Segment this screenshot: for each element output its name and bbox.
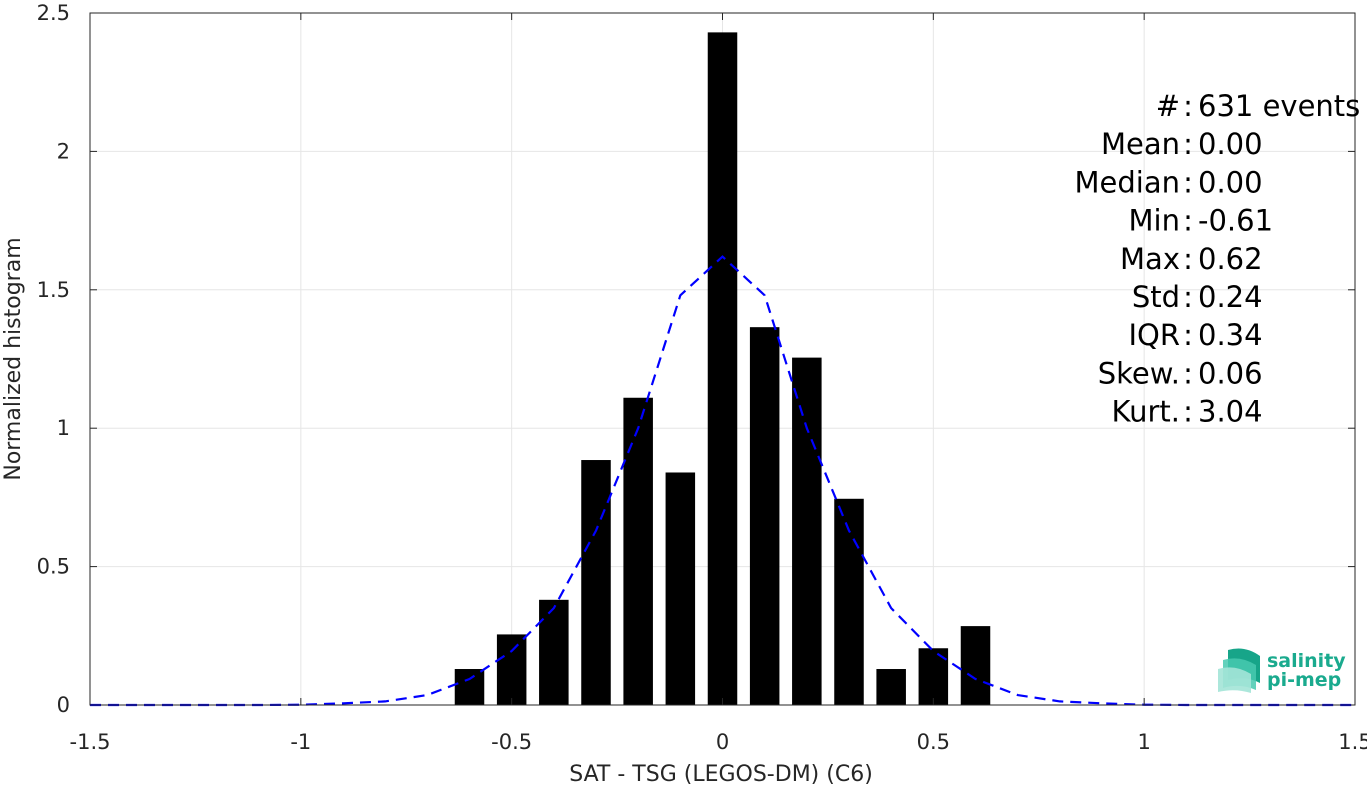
histogram-bar	[834, 498, 864, 705]
y-tick-label: 2.5	[37, 1, 70, 25]
stat-colon: :	[1183, 242, 1193, 276]
stat-colon: :	[1183, 204, 1193, 238]
x-axis-label: SAT - TSG (LEGOS-DM) (C6)	[569, 762, 873, 785]
histogram-bar	[665, 472, 696, 705]
histogram-bar	[623, 397, 653, 705]
x-tick-label: 1	[1137, 730, 1150, 754]
x-tick-label: -1.5	[70, 730, 111, 754]
stat-value: -0.61	[1198, 204, 1273, 238]
x-tick-label: 0	[716, 730, 729, 754]
stat-label: Skew.	[1098, 356, 1180, 390]
histogram-bar	[960, 626, 991, 705]
stat-label: Min	[1129, 204, 1180, 238]
histogram-bar	[876, 669, 906, 705]
stat-label: Median	[1075, 165, 1180, 199]
stat-colon: :	[1183, 356, 1193, 390]
stat-colon: :	[1183, 127, 1193, 161]
histogram-bar	[749, 327, 780, 705]
x-tick-label: 0.5	[917, 730, 950, 754]
x-tick-label: -1	[290, 730, 311, 754]
logo-text-line2: pi-mep	[1267, 669, 1341, 691]
stat-colon: :	[1183, 280, 1193, 314]
stat-label: Std	[1132, 280, 1180, 314]
stat-colon: :	[1183, 165, 1193, 199]
histogram-bar	[454, 669, 485, 705]
stat-value: 3.04	[1198, 395, 1263, 429]
y-tick-label: 1.5	[37, 278, 70, 302]
salinity-pi-mep-logo: salinity pi-mep	[1218, 648, 1346, 693]
stat-label: Max	[1120, 242, 1180, 276]
histogram-bar	[496, 634, 527, 705]
histogram-bar	[581, 460, 611, 705]
stat-value: 0.34	[1198, 318, 1263, 352]
stat-value: 631 events	[1198, 89, 1360, 123]
logo-text-line1: salinity	[1267, 650, 1346, 672]
y-tick-label: 0	[57, 693, 70, 717]
stat-colon: :	[1183, 395, 1193, 429]
stat-colon: :	[1183, 89, 1193, 123]
stat-value: 0.00	[1198, 127, 1263, 161]
y-tick-labels: 0 0.5 1 1.5 2 2.5	[37, 1, 70, 717]
y-axis-label: Normalized histogram	[1, 237, 26, 480]
stat-value: 0.24	[1198, 280, 1263, 314]
y-tick-label: 0.5	[37, 555, 70, 579]
stat-value: 0.00	[1198, 165, 1263, 199]
histogram-bars	[454, 32, 991, 706]
x-tick-labels: -1.5 -1 -0.5 0 0.5 1 1.5	[70, 730, 1367, 754]
stat-colon: :	[1183, 318, 1193, 352]
stat-label: IQR	[1128, 318, 1180, 352]
stat-label: #	[1156, 89, 1180, 123]
stat-value: 0.06	[1198, 356, 1263, 390]
histogram-bar	[539, 599, 569, 705]
stat-label: Mean	[1101, 127, 1180, 161]
y-tick-label: 2	[57, 139, 70, 163]
histogram-bar	[792, 357, 822, 705]
y-tick-label: 1	[57, 416, 70, 440]
histogram-bar	[707, 32, 738, 706]
axis-ticks	[89, 12, 1356, 706]
stat-label: Kurt.	[1112, 395, 1180, 429]
logo-wave-icon	[1218, 648, 1260, 693]
stat-value: 0.62	[1198, 242, 1263, 276]
x-tick-label: 1.5	[1338, 730, 1367, 754]
x-tick-label: -0.5	[491, 730, 532, 754]
